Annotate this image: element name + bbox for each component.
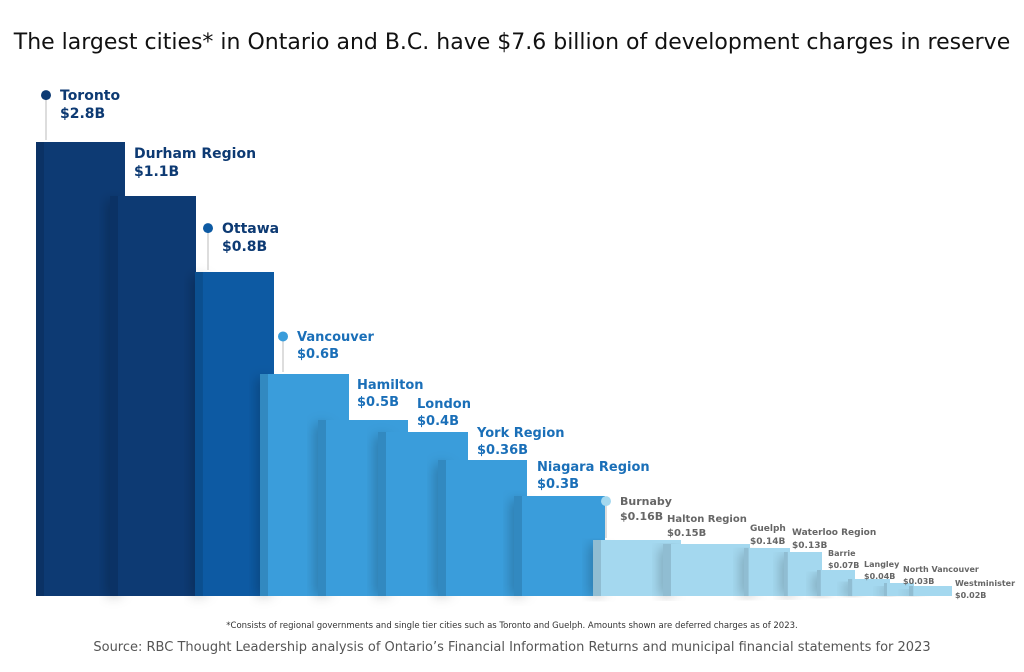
label-ottawa: Ottawa $0.8B <box>203 221 279 270</box>
label-london: London $0.4B <box>417 397 471 429</box>
category-label-barrie: Barrie <box>828 549 856 558</box>
bar-edge-hamilton <box>318 420 326 596</box>
value-label-toronto: $2.8B <box>60 106 105 122</box>
label-hamilton: Hamilton $0.5B <box>357 378 424 410</box>
value-label-vancouver: $0.6B <box>297 347 339 362</box>
category-label-burnaby: Burnaby <box>620 495 672 508</box>
bar-edge-westminister <box>909 586 914 596</box>
label-north-vancouver: North Vancouver $0.03B <box>903 565 979 586</box>
bar-edge-durham-region <box>110 196 118 596</box>
bar-north-vancouver <box>884 583 914 596</box>
marker-dot-ottawa <box>203 223 213 234</box>
bar-edge-toronto <box>36 142 44 596</box>
bar-edge-waterloo-region <box>784 552 788 596</box>
category-label-niagara-region: Niagara Region <box>537 460 650 475</box>
category-label-waterloo-region: Waterloo Region <box>792 528 876 538</box>
label-vancouver: Vancouver $0.6B <box>278 330 375 372</box>
category-label-london: London <box>417 397 471 412</box>
source-note: Source: RBC Thought Leadership analysis … <box>93 640 931 655</box>
value-label-westminister: $0.02B <box>955 591 986 600</box>
value-label-hamilton: $0.5B <box>357 395 399 410</box>
label-waterloo-region: Waterloo Region $0.13B <box>792 528 876 551</box>
value-label-burnaby: $0.16B <box>620 510 663 523</box>
category-label-hamilton: Hamilton <box>357 378 424 393</box>
bar-edge-london <box>378 432 386 596</box>
value-label-guelph: $0.14B <box>750 537 785 547</box>
category-label-durham-region: Durham Region <box>134 146 256 162</box>
bar-edge-burnaby <box>593 540 601 596</box>
bar-edge-halton-region <box>663 544 671 596</box>
chart-title: The largest cities* in Ontario and B.C. … <box>13 30 1011 55</box>
value-label-waterloo-region: $0.13B <box>792 541 827 551</box>
bar-edge-vancouver <box>260 374 268 596</box>
label-niagara-region: Niagara Region $0.3B <box>537 460 650 492</box>
bar-edge-york-region <box>438 460 446 596</box>
label-langley: Langley $0.04B <box>864 560 900 581</box>
bar-durham-region <box>110 196 196 596</box>
value-label-barrie: $0.07B <box>828 561 859 570</box>
category-label-ottawa: Ottawa <box>222 221 279 237</box>
bar-edge-langley <box>848 579 853 596</box>
category-label-york-region: York Region <box>476 426 565 441</box>
marker-dot-toronto <box>41 90 51 101</box>
label-barrie: Barrie $0.07B <box>828 549 859 570</box>
bar-edge-ottawa <box>195 272 203 596</box>
category-label-guelph: Guelph <box>750 524 786 534</box>
bar-edge-guelph <box>744 548 749 596</box>
value-label-london: $0.4B <box>417 414 459 429</box>
value-label-durham-region: $1.1B <box>134 164 179 180</box>
category-label-north-vancouver: North Vancouver <box>903 565 979 574</box>
footnote: *Consists of regional governments and si… <box>226 621 798 631</box>
bar-niagara-region <box>514 496 605 596</box>
value-label-york-region: $0.36B <box>477 443 528 458</box>
category-label-toronto: Toronto <box>60 88 120 104</box>
value-label-north-vancouver: $0.03B <box>903 577 934 586</box>
category-label-westminister: Westminister <box>955 579 1015 588</box>
label-guelph: Guelph $0.14B <box>750 524 786 547</box>
category-label-halton-region: Halton Region <box>667 514 747 525</box>
label-westminister: Westminister $0.02B <box>955 579 1015 600</box>
value-label-ottawa: $0.8B <box>222 239 267 255</box>
label-durham-region: Durham Region $1.1B <box>134 146 256 180</box>
label-toronto: Toronto $2.8B <box>41 88 120 140</box>
label-york-region: York Region $0.36B <box>476 426 565 458</box>
value-label-langley: $0.04B <box>864 572 895 581</box>
category-label-langley: Langley <box>864 560 900 569</box>
marker-dot-vancouver <box>278 331 288 342</box>
bar-edge-north-vancouver <box>884 583 887 596</box>
bar-westminister <box>909 586 952 596</box>
bar-edge-barrie <box>817 570 821 596</box>
label-burnaby: Burnaby $0.16B <box>601 495 672 538</box>
bar-halton-region <box>663 544 750 596</box>
marker-dot-burnaby <box>601 496 611 507</box>
value-label-niagara-region: $0.3B <box>537 477 579 492</box>
category-label-vancouver: Vancouver <box>297 330 375 345</box>
bar-langley <box>848 579 890 596</box>
value-label-halton-region: $0.15B <box>667 528 706 539</box>
bar-edge-niagara-region <box>514 496 522 596</box>
label-halton-region: Halton Region $0.15B <box>667 514 747 539</box>
